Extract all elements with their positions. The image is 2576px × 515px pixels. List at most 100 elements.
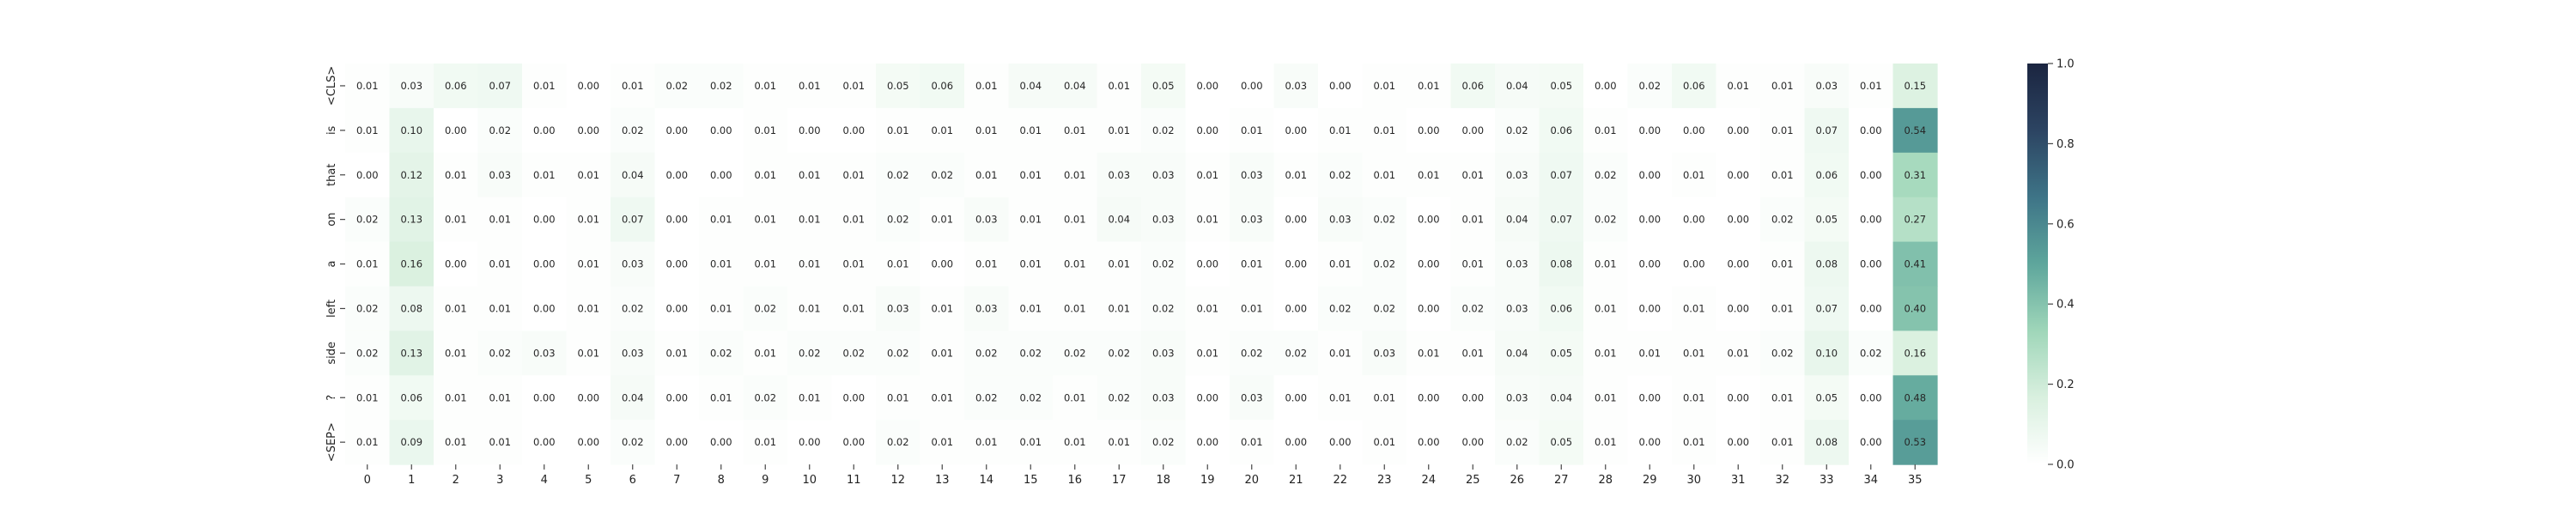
heatmap-cell — [1230, 64, 1275, 109]
heatmap-cell — [1450, 197, 1496, 243]
heatmap-cell — [1849, 375, 1894, 421]
heatmap-cell-value: 0.02 — [622, 436, 644, 448]
heatmap-cell — [345, 152, 391, 198]
heatmap-cell — [831, 330, 877, 376]
heatmap-cell-value: 0.01 — [975, 258, 998, 270]
heatmap-cell-value: 0.00 — [1196, 258, 1218, 270]
heatmap-cell — [1318, 152, 1364, 198]
heatmap-cell — [1804, 197, 1850, 243]
heatmap-cell-value: 0.03 — [1506, 258, 1528, 270]
heatmap-cell-value: 0.03 — [622, 347, 644, 359]
heatmap-cell — [1849, 330, 1894, 376]
heatmap-cell — [1318, 375, 1364, 421]
heatmap-cell — [345, 107, 391, 154]
heatmap-cell — [964, 375, 1010, 421]
heatmap-cell-value: 0.00 — [842, 391, 865, 403]
heatmap-cell — [1230, 375, 1275, 421]
heatmap-cell-value: 0.02 — [842, 347, 865, 359]
x-tick-label: 29 — [1643, 474, 1657, 487]
heatmap-cell-value: 0.01 — [533, 80, 556, 92]
heatmap-cell — [522, 241, 568, 288]
heatmap-cell — [1627, 197, 1673, 243]
heatmap-cell — [964, 197, 1010, 243]
heatmap-cell — [1318, 64, 1364, 109]
heatmap-cell — [522, 286, 568, 331]
heatmap-cell-value: 0.02 — [356, 347, 379, 359]
heatmap-cell — [787, 330, 833, 376]
heatmap-cell-value: 0.00 — [710, 169, 732, 181]
heatmap-cell — [389, 286, 434, 331]
heatmap-cell-value: 0.02 — [1329, 169, 1352, 181]
heatmap-cell-value: 0.01 — [842, 80, 865, 92]
y-tick-label: a — [325, 261, 338, 268]
heatmap-cell — [1495, 64, 1540, 109]
heatmap-cell-value: 0.01 — [754, 169, 776, 181]
heatmap-cell — [1893, 330, 1938, 376]
heatmap-cell-value: 0.01 — [1683, 347, 1705, 359]
heatmap-cell — [1185, 197, 1230, 243]
heatmap-cell — [1760, 64, 1806, 109]
heatmap-cell-value: 0.13 — [400, 214, 422, 226]
heatmap-cell-value: 0.01 — [1329, 347, 1352, 359]
colorbar-tick-label: 0.4 — [2057, 299, 2075, 312]
heatmap-cell — [1008, 64, 1054, 109]
heatmap-cell-value: 0.01 — [1373, 124, 1395, 136]
heatmap-cell-value: 0.01 — [975, 436, 998, 448]
colorbar-tick-label: 0.8 — [2057, 138, 2075, 151]
heatmap-cell-value: 0.03 — [975, 214, 998, 226]
heatmap-cell — [1097, 286, 1142, 331]
heatmap-cell-value: 0.00 — [1418, 302, 1440, 314]
heatmap-cell — [477, 420, 523, 465]
heatmap-cell-value: 0.00 — [533, 258, 556, 270]
heatmap-cell-value: 0.02 — [1108, 391, 1130, 403]
heatmap-cell-value: 0.00 — [1860, 391, 1882, 403]
heatmap-cell — [1097, 197, 1142, 243]
heatmap-cell — [434, 375, 479, 421]
heatmap-cell-value: 0.01 — [975, 80, 998, 92]
heatmap-cell-value: 0.01 — [754, 214, 776, 226]
heatmap-cell-value: 0.05 — [1550, 436, 1572, 448]
heatmap-cell-value: 0.01 — [754, 347, 776, 359]
heatmap-cell-value: 0.01 — [1019, 124, 1042, 136]
heatmap-cell-value: 0.00 — [445, 258, 467, 270]
heatmap-cell — [1804, 152, 1850, 198]
heatmap-cell — [699, 197, 744, 243]
heatmap-cell — [1583, 197, 1629, 243]
heatmap-cell — [389, 107, 434, 154]
heatmap-cell — [1406, 330, 1452, 376]
heatmap-cell — [1141, 375, 1187, 421]
heatmap-cell-value: 0.00 — [445, 124, 467, 136]
x-tick-label: 27 — [1554, 474, 1569, 487]
heatmap-cell-value: 0.01 — [1196, 169, 1218, 181]
heatmap-cell-value: 0.53 — [1904, 436, 1926, 448]
heatmap-cell — [654, 286, 700, 331]
heatmap-cell — [699, 241, 744, 288]
heatmap-cell-value: 0.01 — [577, 214, 599, 226]
heatmap-cell — [611, 197, 656, 243]
heatmap-cell — [1450, 64, 1496, 109]
heatmap-cell-value: 0.00 — [1638, 124, 1661, 136]
heatmap-cell — [1539, 241, 1584, 288]
x-tick-label: 8 — [718, 474, 725, 487]
heatmap-cell-value: 0.01 — [1727, 80, 1749, 92]
heatmap-cell — [1230, 197, 1275, 243]
heatmap-cell — [964, 286, 1010, 331]
heatmap-cell — [1450, 241, 1496, 288]
heatmap-cell-value: 0.01 — [1771, 436, 1794, 448]
heatmap-cell — [699, 375, 744, 421]
heatmap-cell — [920, 107, 965, 154]
heatmap-cell-value: 0.00 — [1638, 214, 1661, 226]
heatmap-cell-value: 0.01 — [1683, 302, 1705, 314]
heatmap-cell-value: 0.02 — [1152, 258, 1175, 270]
heatmap-cell — [522, 107, 568, 154]
heatmap-cell — [699, 286, 744, 331]
heatmap-cell — [1627, 152, 1673, 198]
heatmap-cell-value: 0.02 — [1373, 214, 1395, 226]
heatmap-cell — [1450, 330, 1496, 376]
heatmap-cell — [743, 152, 788, 198]
heatmap-cell-value: 0.03 — [1241, 169, 1263, 181]
heatmap-cell-value: 0.05 — [1815, 391, 1838, 403]
x-tick-label: 12 — [890, 474, 905, 487]
x-axis: 0 1 2 3 4 5 6 7 8 9 10 11 12 13 14 15 16 17 18 19 20 21 22 23 24… — [364, 464, 1923, 487]
heatmap-cell-value: 0.01 — [1683, 436, 1705, 448]
